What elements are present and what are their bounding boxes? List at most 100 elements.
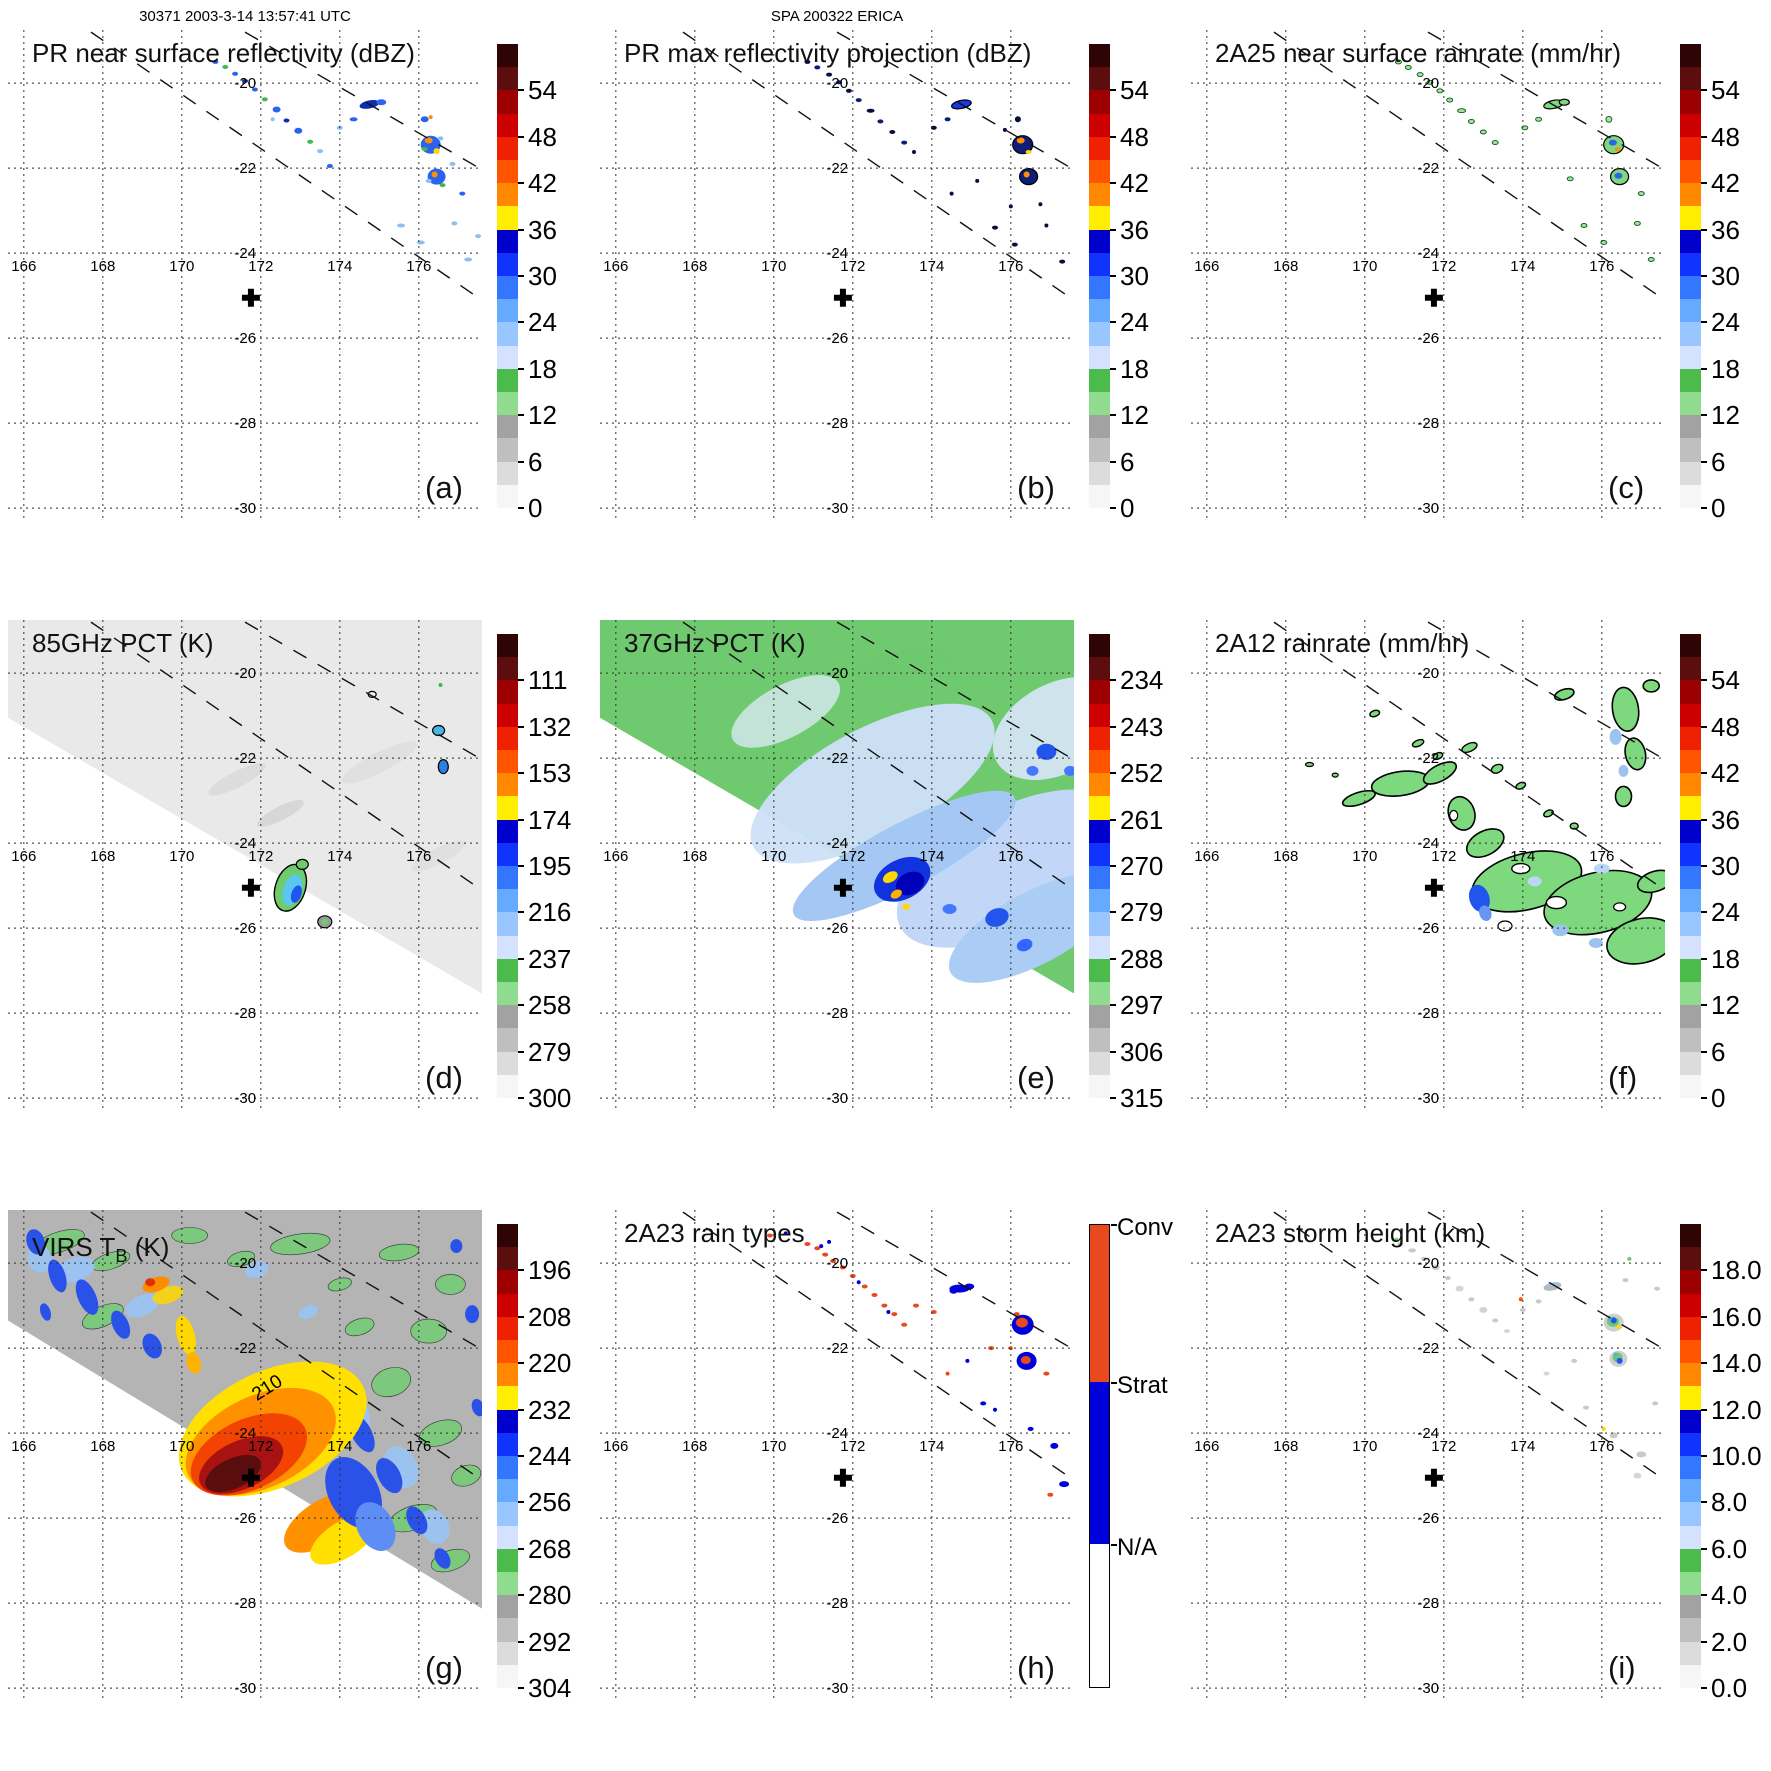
colorbar-segment bbox=[1680, 657, 1701, 681]
map-feature bbox=[912, 150, 916, 154]
map-feature bbox=[434, 1548, 451, 1569]
colorbar-segment bbox=[1089, 819, 1110, 844]
colorbar-tick bbox=[1110, 679, 1116, 682]
map-data-layer bbox=[682, 31, 1074, 302]
map-feature bbox=[882, 871, 898, 883]
colorbar-segment bbox=[1089, 229, 1110, 254]
lat-tick-label: -26 bbox=[826, 330, 848, 347]
colorbar-segment bbox=[497, 1456, 518, 1480]
colorbar-segment-n-a bbox=[1090, 1543, 1109, 1687]
map-feature bbox=[371, 1367, 412, 1398]
colorbar-tick-label: 258 bbox=[528, 990, 572, 1021]
colorbar-segment bbox=[497, 819, 518, 844]
map-feature bbox=[1422, 761, 1458, 785]
colorbar-segment bbox=[497, 1548, 518, 1573]
colorbar-tick-label: 12 bbox=[1120, 400, 1149, 431]
lon-tick-label: 174 bbox=[1510, 848, 1535, 865]
lat-tick-label: -22 bbox=[826, 1340, 848, 1357]
colorbar-segment bbox=[1089, 113, 1110, 138]
map-feature bbox=[186, 1352, 202, 1374]
colorbar-segment bbox=[497, 935, 518, 960]
map-canvas-i: 166 168 170 172 174 176 -20 -22 -24 -26 -28 -30 bbox=[1191, 1210, 1665, 1702]
map-feature bbox=[1624, 737, 1647, 771]
map-feature bbox=[451, 1464, 482, 1487]
map-feature bbox=[1527, 876, 1542, 887]
map-feature bbox=[283, 118, 290, 123]
colorbar-tick-label: 237 bbox=[528, 943, 572, 974]
lon-tick-label: 168 bbox=[1273, 258, 1298, 275]
map-feature bbox=[1566, 176, 1574, 182]
map-feature bbox=[945, 1371, 950, 1376]
map-feature bbox=[1008, 204, 1013, 209]
colorbar-tick bbox=[1701, 911, 1707, 914]
map-feature bbox=[437, 136, 444, 141]
colorbar-tick bbox=[1701, 1455, 1707, 1457]
colorbar-tick-label: 6 bbox=[1120, 446, 1135, 477]
colorbar-tick bbox=[1701, 1004, 1707, 1007]
colorbar-tick bbox=[518, 1640, 524, 1643]
colorbar-tick bbox=[1110, 321, 1116, 324]
map-feature bbox=[175, 1315, 196, 1355]
map-feature bbox=[475, 234, 482, 239]
colorbar-tick-label: 10.0 bbox=[1711, 1441, 1762, 1471]
colorbar-tick bbox=[1110, 135, 1116, 138]
colorbar-segment bbox=[1089, 484, 1110, 509]
colorbar-segment bbox=[497, 1618, 518, 1643]
lat-tick-label: -24 bbox=[234, 245, 256, 262]
colorbar-tick bbox=[1110, 1097, 1116, 1099]
map-feature bbox=[419, 1509, 450, 1544]
lat-tick-label: -20 bbox=[1417, 665, 1439, 682]
lat-tick-label: -28 bbox=[826, 1595, 848, 1612]
colorbar-tick bbox=[1110, 275, 1116, 277]
panel-e: 166 168 170 172 174 176 -20 -22 -24 -26 -28 -30 37G… bbox=[592, 620, 1182, 1210]
map-feature bbox=[397, 223, 405, 228]
lat-tick-label: -30 bbox=[826, 1090, 848, 1107]
panel-letter-c: (c) bbox=[1608, 470, 1645, 505]
panel-title-e: 37GHz PCT (K) bbox=[624, 628, 806, 658]
map-feature bbox=[438, 683, 443, 687]
map-feature bbox=[1492, 1318, 1499, 1323]
colorbar-segment bbox=[1089, 750, 1110, 774]
lat-tick-label: -28 bbox=[234, 415, 256, 432]
map-feature bbox=[1394, 1237, 1399, 1242]
colorbar-segment bbox=[497, 1293, 518, 1318]
map-feature bbox=[901, 1322, 908, 1327]
map-feature bbox=[1609, 1432, 1618, 1439]
colorbar-segment bbox=[1089, 634, 1110, 658]
colorbar-tick-label: 279 bbox=[1120, 897, 1164, 928]
pr-swath-edge-line bbox=[244, 1211, 482, 1351]
colorbar-segment bbox=[1680, 183, 1701, 207]
colorbar-tick bbox=[1110, 89, 1116, 92]
map-data-layer bbox=[8, 620, 482, 994]
map-feature bbox=[1497, 920, 1513, 932]
lon-tick-label: 176 bbox=[406, 848, 431, 865]
colorbar-segment bbox=[1089, 1028, 1110, 1053]
lon-tick-label: 170 bbox=[1352, 1438, 1377, 1455]
map-feature bbox=[1341, 789, 1376, 808]
colorbar-tick-label: 234 bbox=[1120, 665, 1164, 696]
colorbar-tick bbox=[1110, 460, 1116, 463]
colorbar-segment bbox=[1680, 322, 1701, 347]
colorbar-tick bbox=[1701, 1501, 1707, 1504]
colorbar-g: 196 208 220 232 244 256 268 280 292 304 bbox=[497, 1224, 571, 1703]
colorbar-tick bbox=[1110, 228, 1116, 231]
colorbar-tick bbox=[1701, 865, 1707, 867]
lon-tick-label: 174 bbox=[919, 848, 944, 865]
colorbar-segment bbox=[497, 160, 518, 184]
colorbar-segment bbox=[497, 252, 518, 277]
lon-tick-label: 170 bbox=[761, 1438, 786, 1455]
colorbar-tick-label: 54 bbox=[528, 75, 557, 106]
map-feature bbox=[433, 148, 440, 155]
lon-tick-label: 168 bbox=[90, 1438, 115, 1455]
colorbar-tick-label: 18 bbox=[528, 353, 557, 384]
storm-center-marker bbox=[241, 878, 260, 897]
colorbar-segment bbox=[1680, 276, 1701, 300]
colorbar-tick-label: 54 bbox=[1711, 665, 1740, 696]
colorbar-segment bbox=[497, 438, 518, 463]
map-feature bbox=[949, 191, 954, 196]
lon-tick-label: 172 bbox=[1431, 848, 1456, 865]
colorbar-segment bbox=[1680, 1386, 1701, 1411]
colorbar-segment bbox=[1680, 1005, 1701, 1029]
map-feature bbox=[411, 840, 466, 872]
map-feature bbox=[942, 904, 957, 914]
